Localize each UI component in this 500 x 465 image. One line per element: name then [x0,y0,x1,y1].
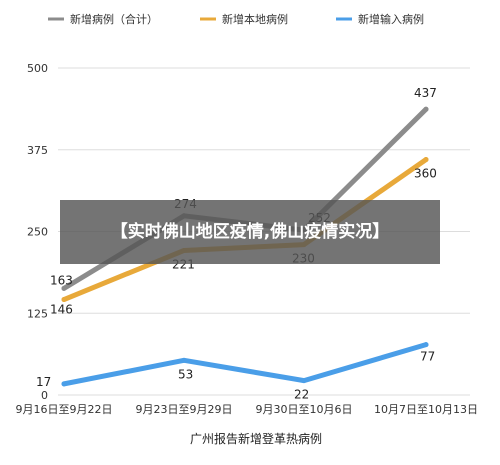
data-label: 437 [414,86,437,100]
overlay-banner: 【实时佛山地区疫情,佛山疫情实况】 [60,200,440,264]
x-tick-label: 9月16日至9月22日 [16,403,113,416]
y-axis-ticks: 0 125 250 375 500 [27,62,48,402]
x-axis-title: 广州报告新增登革热病例 [190,431,322,446]
x-tick-label: 9月30日至10月6日 [256,403,353,416]
y-tick-label: 375 [27,144,48,157]
y-tick-label: 0 [41,389,48,402]
data-point [423,342,429,348]
legend-label: 新增输入病例 [358,12,424,26]
data-label: 77 [420,350,435,364]
data-point [301,378,307,384]
data-point [61,285,67,291]
data-point [61,297,67,303]
data-point [181,357,187,363]
data-label: 22 [294,388,309,402]
legend-label: 新增病例（合计） [70,12,158,26]
data-label: 17 [36,375,51,389]
legend-label: 新增本地病例 [222,12,288,26]
y-tick-label: 125 [27,307,48,320]
data-label: 163 [50,273,73,287]
x-tick-label: 9月23日至9月29日 [136,403,233,416]
x-axis-ticks: 9月16日至9月22日 9月23日至9月29日 9月30日至10月6日 10月7日至1… [16,403,479,416]
y-tick-label: 500 [27,62,48,75]
data-label: 146 [50,303,73,317]
series-line [61,342,429,387]
data-label: 360 [414,167,437,181]
y-tick-label: 250 [27,226,48,239]
legend: 新增病例（合计） 新增本地病例 新增输入病例 [48,12,424,26]
data-point [423,157,429,163]
overlay-banner-text: 【实时佛山地区疫情,佛山疫情实况】 [110,222,390,242]
data-point [423,106,429,112]
data-point [61,381,67,387]
data-label: 53 [178,367,193,381]
x-tick-label: 10月7日至10月13日 [374,403,478,416]
